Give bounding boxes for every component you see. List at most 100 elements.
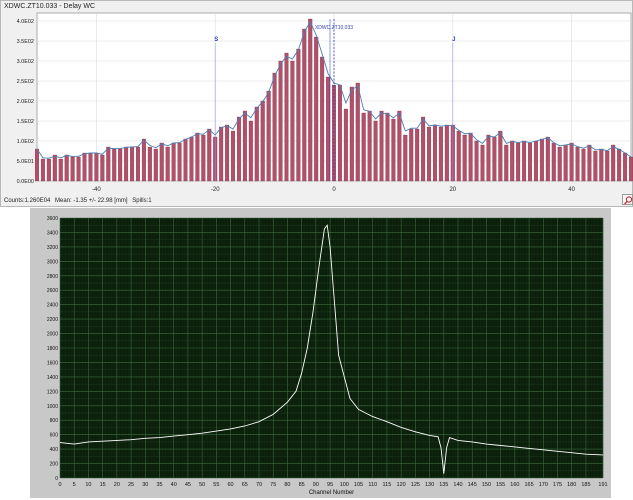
marker-label: XDWC.ZT10.033 bbox=[315, 25, 353, 31]
histogram-bar bbox=[201, 134, 206, 182]
histogram-bar bbox=[284, 52, 289, 182]
histogram-bar bbox=[510, 140, 515, 182]
histogram-bar bbox=[528, 142, 533, 182]
x-tick-label: 65 bbox=[242, 482, 248, 488]
x-tick-label: 75 bbox=[270, 482, 276, 488]
histogram-bar bbox=[486, 134, 491, 182]
y-tick-label: 1.5E02 bbox=[17, 119, 34, 125]
histogram-bar bbox=[438, 126, 443, 182]
histogram-bar bbox=[320, 56, 325, 182]
y-tick-label: 800 bbox=[50, 418, 59, 424]
x-tick-label: 60 bbox=[228, 482, 234, 488]
histogram-bar bbox=[236, 116, 241, 182]
x-tick-label: 110 bbox=[368, 482, 377, 488]
histogram-bar bbox=[432, 124, 437, 182]
y-tick-label: 3.5E02 bbox=[17, 39, 34, 45]
histogram-bar bbox=[207, 128, 212, 182]
x-tick-label: 90 bbox=[313, 482, 319, 488]
x-tick-label: 120 bbox=[397, 482, 406, 488]
histogram-bar bbox=[349, 86, 354, 182]
histogram-bar bbox=[474, 140, 479, 182]
histogram-bar bbox=[147, 146, 152, 182]
histogram-bar bbox=[183, 138, 188, 182]
histogram-bar bbox=[302, 28, 307, 182]
x-tick-label: 20 bbox=[449, 187, 456, 193]
y-tick-label: 1400 bbox=[47, 375, 58, 381]
histogram-bar bbox=[35, 148, 39, 182]
histogram-bar bbox=[52, 154, 57, 182]
histogram-chart: 0.0E00 5.0E01 1.0E02 1.5E02 2.0E02 2.5E02 3.0E… bbox=[17, 12, 633, 193]
y-tick-label: 0 bbox=[55, 476, 58, 482]
histogram-bar bbox=[165, 146, 170, 182]
histogram-bar bbox=[159, 142, 164, 182]
status-spills: Spills:1 bbox=[132, 198, 152, 204]
y-tick-label: 2.5E02 bbox=[17, 79, 34, 85]
histogram-bar bbox=[629, 156, 633, 182]
x-axis-title: Channel Number bbox=[309, 490, 354, 496]
x-tick-label: 40 bbox=[171, 482, 177, 488]
x-tick-label: 5 bbox=[73, 482, 76, 488]
x-tick-label: 70 bbox=[256, 482, 262, 488]
x-tick-label: -40 bbox=[92, 187, 101, 193]
histogram-bar bbox=[409, 128, 414, 182]
histogram-bar bbox=[266, 90, 271, 182]
histogram-bar bbox=[124, 146, 129, 182]
histogram-bar bbox=[177, 142, 182, 182]
x-tick-label: 15 bbox=[100, 482, 106, 488]
histogram-bar bbox=[605, 150, 610, 182]
histogram-bar bbox=[112, 148, 117, 182]
x-tick-label: 185 bbox=[581, 482, 590, 488]
x-tick-label: 85 bbox=[299, 482, 305, 488]
histogram-bar bbox=[355, 82, 360, 182]
histogram-bar bbox=[290, 60, 295, 182]
histogram-bar bbox=[225, 124, 230, 182]
y-tick-label: 3000 bbox=[47, 259, 58, 265]
histogram-bar bbox=[533, 140, 538, 182]
histogram-bar bbox=[539, 138, 544, 182]
histogram-bar bbox=[569, 142, 574, 182]
magnifier-icon bbox=[624, 196, 633, 205]
x-tick-label: 130 bbox=[425, 482, 434, 488]
marker-label: S bbox=[214, 37, 218, 43]
histogram-bar bbox=[189, 136, 194, 182]
histogram-bar bbox=[219, 126, 224, 182]
histogram-bar bbox=[427, 126, 432, 182]
histogram-bar bbox=[195, 132, 200, 182]
histogram-bar bbox=[581, 148, 586, 182]
y-tick-label: 2.0E02 bbox=[17, 99, 34, 105]
window-title: XDWC.ZT10.033 - Delay WC bbox=[4, 3, 96, 10]
x-tick-label: 165 bbox=[524, 482, 533, 488]
y-tick-label: 3.0E02 bbox=[17, 59, 34, 65]
zoom-button[interactable] bbox=[622, 194, 633, 205]
histogram-bar bbox=[575, 146, 580, 182]
y-tick-label: 4.0E02 bbox=[17, 19, 34, 25]
histogram-bar bbox=[314, 36, 319, 182]
channel-chart-window: 0 200 400 600 800 1000 1200 1400 1600 1800 2000 220… bbox=[30, 208, 611, 498]
x-tick-label: 155 bbox=[496, 482, 505, 488]
histogram-bar bbox=[118, 148, 123, 182]
y-tick-label: 0.0E00 bbox=[17, 179, 34, 185]
x-tick-label: 150 bbox=[482, 482, 491, 488]
histogram-bar bbox=[326, 76, 331, 182]
x-tick-label: 175 bbox=[553, 482, 562, 488]
histogram-bar bbox=[361, 112, 366, 182]
y-tick-label: 1200 bbox=[47, 389, 58, 395]
x-tick-label: 80 bbox=[284, 482, 290, 488]
x-tick-label: 0 bbox=[332, 187, 336, 193]
histogram-bar bbox=[82, 152, 87, 182]
x-tick-label: 0 bbox=[58, 482, 61, 488]
x-tick-label: 145 bbox=[468, 482, 477, 488]
histogram-bar bbox=[64, 154, 69, 182]
histogram-bar bbox=[100, 154, 105, 182]
histogram-bar bbox=[522, 140, 527, 182]
histogram-bar bbox=[153, 148, 158, 182]
x-tick-label: -20 bbox=[211, 187, 220, 193]
y-tick-label: 2600 bbox=[47, 288, 58, 294]
histogram-bar bbox=[403, 134, 408, 182]
histogram-bar bbox=[367, 110, 372, 182]
histogram-bar bbox=[379, 110, 384, 182]
histogram-bar bbox=[397, 110, 402, 182]
histogram-bar bbox=[242, 110, 247, 182]
histogram-bar bbox=[599, 148, 604, 182]
y-tick-label: 3600 bbox=[47, 216, 58, 222]
